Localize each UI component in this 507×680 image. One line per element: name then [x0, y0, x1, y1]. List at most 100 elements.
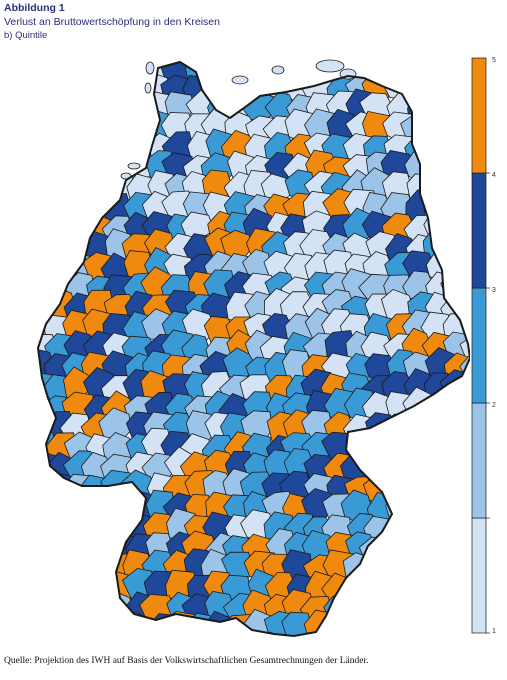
- figure-header: Abbildung 1 Verlust an Bruttowertschöpfu…: [4, 2, 220, 42]
- district-cell: [399, 435, 436, 468]
- district-cell: [364, 629, 400, 636]
- legend-box-quintile-4: [471, 172, 487, 289]
- district-cell: [38, 193, 55, 228]
- district-cell: [382, 453, 417, 489]
- district-cell: [404, 62, 437, 88]
- district-cell: [104, 491, 140, 526]
- district-cell: [387, 571, 420, 601]
- district-cell: [84, 62, 119, 83]
- district-cell: [241, 634, 280, 636]
- district-cell: [443, 433, 470, 464]
- district-cell: [61, 152, 93, 185]
- district-cell: [67, 75, 98, 109]
- district-cell: [441, 253, 470, 288]
- district-cell: [38, 233, 56, 269]
- district-cell: [383, 62, 419, 88]
- district-cell: [38, 491, 62, 524]
- district-cell: [281, 611, 314, 636]
- district-cell: [105, 613, 136, 636]
- district-cell: [38, 269, 57, 303]
- district-cell: [340, 632, 376, 636]
- district-cell: [442, 150, 470, 185]
- district-cell: [446, 194, 470, 226]
- district-cell: [444, 392, 470, 424]
- district-cell: [406, 451, 441, 483]
- district-cell: [102, 62, 135, 85]
- district-cell: [401, 632, 435, 636]
- district-cell: [458, 92, 470, 124]
- district-cell: [85, 553, 122, 587]
- district-cell: [62, 587, 96, 621]
- district-cell: [38, 615, 55, 636]
- district-cell: [422, 489, 454, 521]
- district-cell: [122, 634, 158, 636]
- district-cell: [58, 509, 92, 542]
- district-cell: [45, 155, 79, 188]
- district-cell: [382, 431, 418, 462]
- district-cell: [39, 87, 73, 121]
- district-cell: [43, 70, 78, 103]
- district-cell: [447, 211, 470, 245]
- legend-box-quintile-3: [471, 287, 487, 404]
- quintile-legend: 1 2 3 4 5: [471, 57, 496, 635]
- district-cell: [444, 494, 470, 526]
- district-cell: [42, 234, 76, 268]
- district-cell: [446, 410, 470, 447]
- district-cell: [446, 611, 470, 636]
- district-cell: [85, 173, 120, 205]
- district-cell: [38, 510, 58, 546]
- district-cell: [364, 430, 395, 466]
- district-cell: [63, 613, 101, 636]
- district-cell: [63, 495, 97, 527]
- district-cell: [461, 546, 470, 581]
- district-cell: [383, 610, 415, 636]
- district-cell: [444, 513, 470, 546]
- district-cell: [447, 631, 470, 636]
- district-cell: [426, 129, 458, 163]
- district-cell: [446, 470, 470, 504]
- district-cell: [342, 609, 376, 636]
- district-cell: [202, 62, 237, 84]
- district-cell: [179, 631, 213, 636]
- district-cell: [38, 108, 54, 143]
- district-cell: [422, 510, 455, 543]
- district-cell: [403, 569, 436, 604]
- district-cell: [164, 634, 197, 636]
- district-cell: [83, 152, 116, 187]
- district-cell: [426, 411, 461, 446]
- district-cell: [441, 552, 470, 586]
- district-cell: [83, 130, 117, 162]
- district-cell: [460, 172, 470, 206]
- district-cell: [401, 512, 440, 547]
- district-cell: [45, 507, 77, 540]
- district-cell: [440, 451, 470, 483]
- district-cell: [425, 531, 459, 563]
- district-cell: [423, 548, 460, 584]
- district-cell: [442, 592, 470, 629]
- legend-tick-label: 2: [492, 402, 496, 409]
- district-cell: [44, 552, 81, 585]
- district-cell: [100, 108, 134, 144]
- district-cell: [84, 610, 118, 636]
- district-cell: [87, 570, 119, 604]
- district-cell: [84, 93, 120, 124]
- district-cell: [358, 576, 397, 607]
- district-cell: [421, 610, 455, 636]
- district-cell: [47, 110, 80, 145]
- district-cell: [38, 530, 56, 559]
- district-cell: [60, 530, 96, 565]
- district-cell: [382, 629, 416, 636]
- district-cell: [105, 73, 141, 103]
- district-cell: [38, 89, 54, 124]
- district-cell: [342, 576, 378, 607]
- district-cell: [38, 170, 59, 207]
- district-cell: [38, 568, 58, 603]
- district-cell: [81, 530, 115, 564]
- district-cell: [45, 591, 79, 622]
- district-cell: [42, 62, 80, 88]
- district-cell: [424, 467, 456, 501]
- district-cell: [402, 489, 437, 523]
- district-cell: [83, 510, 118, 543]
- district-cell: [461, 191, 470, 227]
- island: [231, 75, 249, 85]
